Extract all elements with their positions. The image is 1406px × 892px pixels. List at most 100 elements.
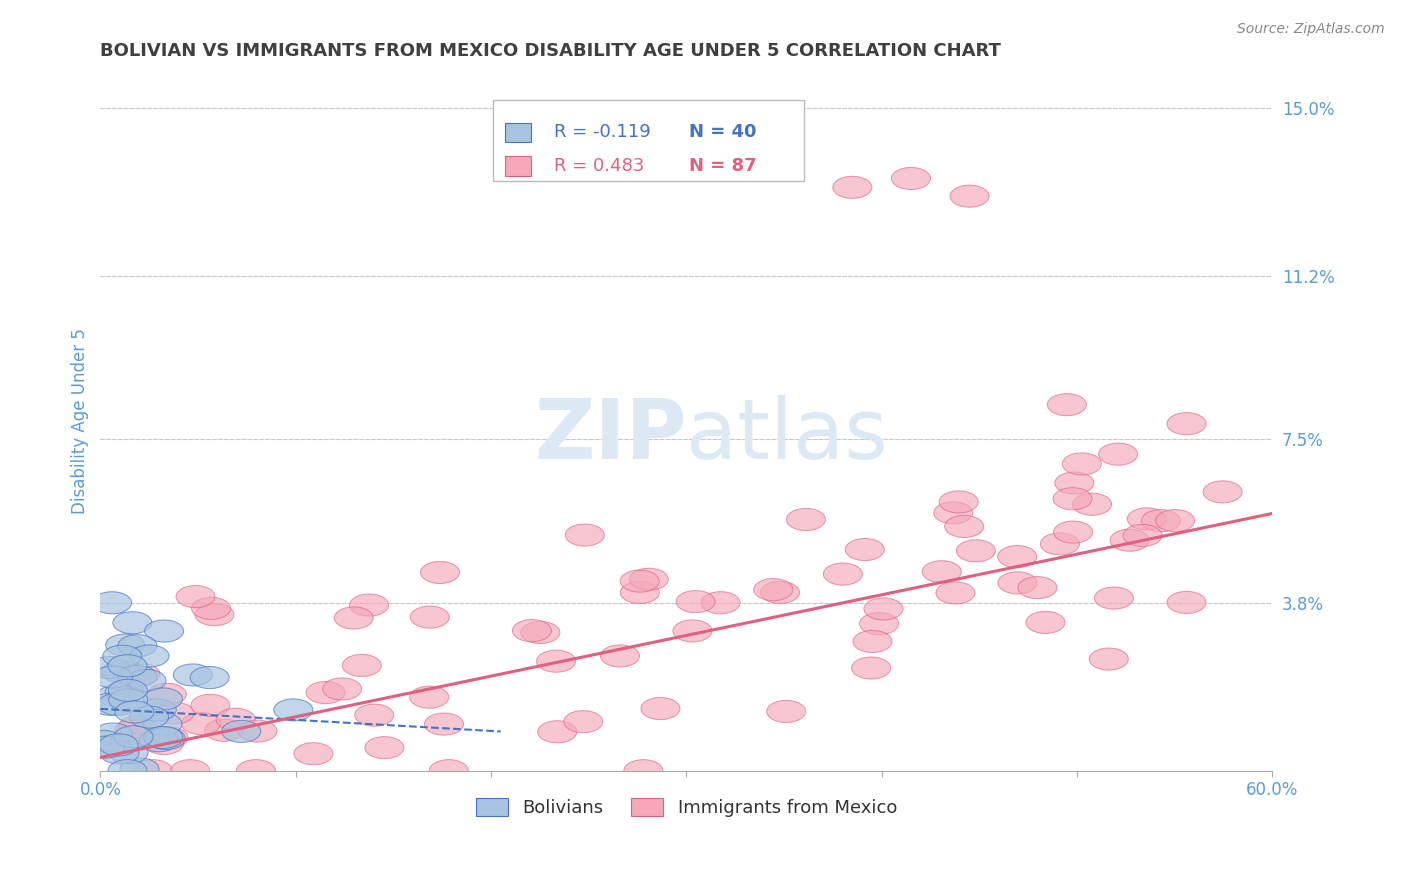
Ellipse shape xyxy=(108,760,148,781)
Ellipse shape xyxy=(1073,493,1112,516)
Ellipse shape xyxy=(824,563,862,585)
Ellipse shape xyxy=(1167,413,1206,434)
Ellipse shape xyxy=(420,561,460,583)
Ellipse shape xyxy=(512,620,551,641)
Text: Source: ZipAtlas.com: Source: ZipAtlas.com xyxy=(1237,22,1385,37)
Y-axis label: Disability Age Under 5: Disability Age Under 5 xyxy=(72,328,89,515)
Ellipse shape xyxy=(191,694,229,716)
Ellipse shape xyxy=(863,598,903,620)
Ellipse shape xyxy=(1204,481,1241,503)
Ellipse shape xyxy=(1053,521,1092,543)
Ellipse shape xyxy=(294,743,333,764)
Ellipse shape xyxy=(103,645,142,667)
Ellipse shape xyxy=(702,591,740,614)
Ellipse shape xyxy=(274,698,312,721)
Ellipse shape xyxy=(121,664,160,685)
Ellipse shape xyxy=(155,702,194,724)
Ellipse shape xyxy=(934,502,973,524)
Ellipse shape xyxy=(537,650,575,673)
Ellipse shape xyxy=(205,719,243,741)
Ellipse shape xyxy=(93,666,132,688)
Ellipse shape xyxy=(195,604,233,625)
Ellipse shape xyxy=(108,680,148,701)
Ellipse shape xyxy=(853,631,891,653)
Text: R = -0.119: R = -0.119 xyxy=(554,123,651,142)
Ellipse shape xyxy=(112,612,152,633)
Ellipse shape xyxy=(145,620,184,642)
Ellipse shape xyxy=(190,666,229,689)
Ellipse shape xyxy=(149,727,188,748)
Ellipse shape xyxy=(143,713,181,735)
Ellipse shape xyxy=(845,539,884,560)
Ellipse shape xyxy=(100,742,139,764)
Ellipse shape xyxy=(129,706,169,728)
Ellipse shape xyxy=(766,700,806,723)
Ellipse shape xyxy=(641,698,681,720)
Ellipse shape xyxy=(93,723,132,745)
Ellipse shape xyxy=(754,579,793,600)
Ellipse shape xyxy=(143,726,183,748)
Ellipse shape xyxy=(998,572,1038,594)
Ellipse shape xyxy=(1018,576,1057,599)
Text: BOLIVIAN VS IMMIGRANTS FROM MEXICO DISABILITY AGE UNDER 5 CORRELATION CHART: BOLIVIAN VS IMMIGRANTS FROM MEXICO DISAB… xyxy=(100,42,1001,60)
Ellipse shape xyxy=(115,701,153,723)
Ellipse shape xyxy=(429,760,468,781)
Ellipse shape xyxy=(181,713,221,735)
Ellipse shape xyxy=(1047,393,1087,416)
Ellipse shape xyxy=(118,715,157,738)
Ellipse shape xyxy=(600,645,640,667)
Ellipse shape xyxy=(673,620,711,642)
Ellipse shape xyxy=(956,540,995,562)
Ellipse shape xyxy=(1098,443,1137,466)
Ellipse shape xyxy=(1026,611,1064,633)
Ellipse shape xyxy=(620,582,659,604)
Ellipse shape xyxy=(191,598,231,619)
Ellipse shape xyxy=(411,606,450,628)
Ellipse shape xyxy=(93,591,132,614)
Ellipse shape xyxy=(1111,529,1149,551)
Ellipse shape xyxy=(1063,453,1101,475)
Ellipse shape xyxy=(786,508,825,531)
Ellipse shape xyxy=(176,585,215,607)
Ellipse shape xyxy=(222,721,260,742)
Ellipse shape xyxy=(342,655,381,676)
Ellipse shape xyxy=(322,678,361,700)
Ellipse shape xyxy=(90,693,129,715)
Ellipse shape xyxy=(630,568,668,591)
Ellipse shape xyxy=(859,613,898,635)
Ellipse shape xyxy=(170,760,209,781)
Ellipse shape xyxy=(236,760,276,781)
Ellipse shape xyxy=(127,669,166,691)
Text: N = 40: N = 40 xyxy=(689,123,756,142)
Ellipse shape xyxy=(624,760,662,781)
Ellipse shape xyxy=(761,582,800,604)
Ellipse shape xyxy=(891,168,931,189)
Ellipse shape xyxy=(564,711,603,732)
Ellipse shape xyxy=(366,737,404,759)
Ellipse shape xyxy=(1167,591,1206,614)
Ellipse shape xyxy=(1142,509,1181,532)
Text: ZIP: ZIP xyxy=(534,395,686,476)
Ellipse shape xyxy=(1090,648,1129,670)
Ellipse shape xyxy=(98,734,138,756)
Ellipse shape xyxy=(939,491,979,513)
Ellipse shape xyxy=(537,721,576,743)
Ellipse shape xyxy=(173,664,212,686)
Ellipse shape xyxy=(425,713,464,735)
Ellipse shape xyxy=(105,634,145,656)
Ellipse shape xyxy=(565,524,605,546)
Ellipse shape xyxy=(105,681,145,703)
FancyBboxPatch shape xyxy=(505,156,531,176)
Ellipse shape xyxy=(676,591,716,613)
Ellipse shape xyxy=(120,758,159,780)
Ellipse shape xyxy=(118,665,157,688)
Ellipse shape xyxy=(520,622,560,643)
Ellipse shape xyxy=(110,741,148,764)
Ellipse shape xyxy=(950,186,988,207)
Ellipse shape xyxy=(217,708,254,731)
FancyBboxPatch shape xyxy=(494,101,803,181)
Ellipse shape xyxy=(139,730,179,752)
Ellipse shape xyxy=(145,732,183,755)
Ellipse shape xyxy=(350,594,388,616)
Ellipse shape xyxy=(1128,508,1167,530)
